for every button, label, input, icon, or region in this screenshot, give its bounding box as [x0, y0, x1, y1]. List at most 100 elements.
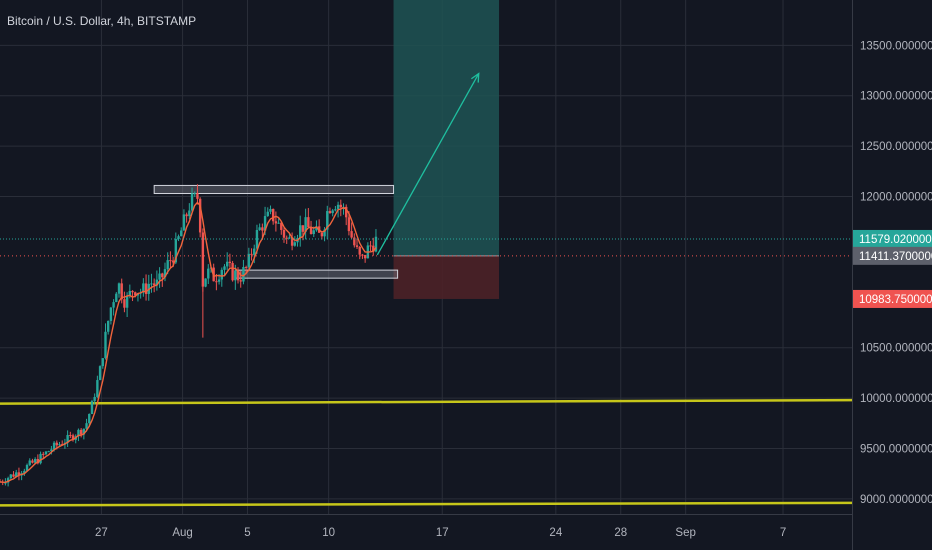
stop-zone[interactable]: [393, 255, 500, 299]
last-price-label: 11579.02000000: [859, 234, 932, 246]
candle-body: [320, 232, 324, 237]
candle-body: [161, 273, 164, 278]
stop-price-label-bg: [853, 289, 932, 308]
candle-body: [163, 269, 167, 278]
candle-body: [77, 429, 80, 437]
forecast-arrow[interactable]: [376, 72, 480, 256]
y-tick-label: 13500.00000000: [860, 40, 932, 52]
candle-body: [331, 210, 334, 214]
candle-body: [12, 474, 15, 477]
last-price-label-bg: [853, 229, 932, 248]
candle-body: [223, 266, 226, 270]
candle-body: [169, 260, 172, 262]
candle-body: [152, 283, 156, 286]
y-tick-label: 9500.00000000: [860, 443, 932, 455]
candle-body: [112, 302, 115, 308]
candle-body: [42, 453, 45, 455]
candle-body: [228, 261, 232, 264]
candle-body: [33, 459, 37, 463]
candle-body: [98, 366, 102, 381]
candle-body: [328, 211, 332, 214]
candle-body: [90, 401, 94, 414]
candle-body: [36, 459, 40, 464]
candle-body: [293, 242, 297, 246]
candle-body: [131, 290, 134, 293]
candle-body: [347, 217, 351, 232]
candle-body: [339, 204, 342, 208]
moving-average-line: [0, 201, 377, 484]
candle-body: [309, 227, 313, 235]
candle-body: [288, 237, 291, 239]
x-tick-label: 28: [614, 527, 627, 539]
candle-body: [234, 270, 237, 281]
candle-body: [250, 253, 253, 255]
candle-body: [109, 307, 113, 321]
candle-body: [106, 320, 110, 332]
candle-body: [125, 295, 129, 308]
candle-body: [372, 245, 375, 252]
candle-body: [69, 435, 72, 437]
candle-body: [263, 216, 267, 231]
moving-average: [0, 201, 377, 484]
candle-body: [280, 222, 283, 230]
candle-body: [15, 472, 18, 477]
candle-body: [217, 279, 221, 282]
candle-body: [4, 482, 7, 484]
candle-body: [326, 211, 329, 230]
candle-body: [336, 204, 340, 210]
candle-body: [134, 292, 137, 296]
candle-body: [117, 283, 121, 294]
candle-body: [85, 423, 88, 429]
candle-body: [304, 217, 307, 232]
candle-body: [277, 222, 280, 224]
candle-body: [369, 245, 372, 247]
support-line[interactable]: [0, 501, 853, 507]
range-box[interactable]: [153, 184, 395, 195]
candle-body: [215, 281, 218, 283]
candle-body: [269, 208, 272, 212]
stop-price-label: 10983.75000000: [859, 294, 932, 306]
candle-body: [142, 283, 145, 293]
candle-body: [171, 260, 175, 263]
candle-body: [190, 193, 194, 211]
candle-body: [261, 227, 264, 231]
candle-body: [231, 263, 234, 281]
candle-body: [177, 236, 180, 240]
candle-body: [355, 245, 359, 247]
candle-body: [247, 253, 251, 268]
candle-body: [150, 283, 153, 285]
candle-body: [158, 273, 161, 280]
candle-body: [155, 279, 159, 286]
support-line[interactable]: [0, 398, 853, 405]
candle-body: [312, 230, 315, 235]
candle-body: [285, 237, 288, 239]
forecast-arrow-head[interactable]: [470, 72, 480, 83]
target-zone[interactable]: [393, 0, 500, 256]
candle-body: [255, 230, 259, 249]
candle-body: [6, 478, 10, 483]
price-axis-panel[interactable]: [852, 0, 932, 550]
candle-body: [274, 221, 278, 224]
candle-body: [345, 206, 348, 218]
support-lines[interactable]: [0, 398, 853, 507]
range-box[interactable]: [234, 269, 399, 279]
candle-body: [120, 283, 123, 300]
candle-body: [271, 208, 275, 222]
time-axis-panel[interactable]: [0, 514, 932, 550]
candle-body: [79, 429, 83, 435]
candle-body: [374, 236, 378, 252]
forecast-arrow-line[interactable]: [376, 73, 480, 256]
candle-body: [128, 290, 132, 296]
candle-body: [66, 435, 69, 443]
candle-body: [52, 442, 56, 450]
candle-body: [182, 214, 186, 231]
candle-body: [44, 451, 48, 455]
candle-body: [315, 226, 318, 231]
x-tick-label: Sep: [675, 527, 695, 539]
x-tick-label: 17: [436, 527, 449, 539]
candle-body: [47, 451, 50, 453]
candle-body: [198, 198, 202, 233]
candle-body: [361, 254, 364, 256]
